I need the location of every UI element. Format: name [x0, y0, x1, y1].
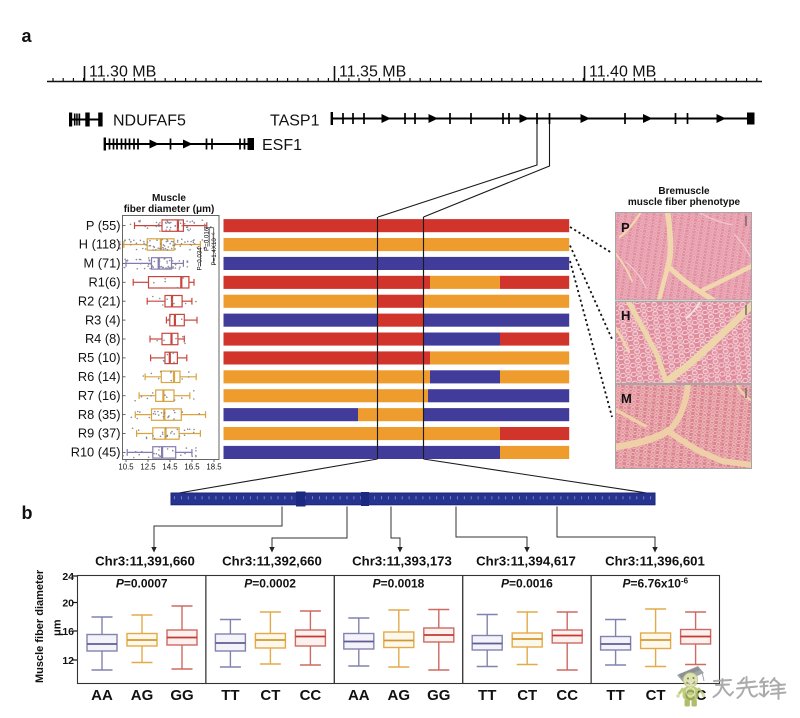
- svg-text:12: 12: [62, 655, 74, 667]
- svg-text:H (118): H (118): [79, 237, 121, 252]
- svg-text:TASP1: TASP1: [270, 113, 320, 130]
- svg-text:R5 (10): R5 (10): [78, 350, 121, 365]
- svg-text:Chr3:11,394,617: Chr3:11,394,617: [476, 554, 576, 569]
- svg-text:R4 (8): R4 (8): [85, 331, 121, 346]
- svg-text:R3 (4): R3 (4): [85, 312, 121, 327]
- svg-text:fiber diameter (μm): fiber diameter (μm): [124, 204, 215, 215]
- svg-text:R6 (14): R6 (14): [78, 369, 121, 384]
- svg-text:P=1.4X10⁻⁶: P=1.4X10⁻⁶: [211, 232, 218, 266]
- svg-text:Muscle fiber diameter: Muscle fiber diameter: [34, 569, 46, 683]
- svg-text:b: b: [22, 503, 33, 523]
- svg-text:GG: GG: [427, 687, 450, 704]
- svg-text:18.5: 18.5: [206, 463, 222, 472]
- svg-text:10.5: 10.5: [118, 463, 134, 472]
- svg-text:CT: CT: [646, 687, 666, 704]
- svg-text:P=6.76x10-6: P=6.76x10-6: [623, 576, 689, 591]
- svg-text:Muscle: Muscle: [152, 193, 186, 204]
- svg-text:R2 (21): R2 (21): [78, 293, 121, 308]
- svg-text:TT: TT: [478, 687, 496, 704]
- svg-text:μm: μm: [52, 619, 64, 636]
- svg-text:R9 (37): R9 (37): [78, 426, 121, 441]
- svg-text:H: H: [621, 308, 630, 323]
- svg-text:11.30 MB: 11.30 MB: [89, 64, 156, 81]
- svg-text:16.5: 16.5: [184, 463, 200, 472]
- svg-text:TT: TT: [221, 687, 239, 704]
- svg-text:P=0.0016: P=0.0016: [501, 577, 553, 591]
- svg-text:11.35 MB: 11.35 MB: [339, 64, 406, 81]
- svg-text:14.5: 14.5: [162, 463, 178, 472]
- svg-text:24: 24: [62, 571, 74, 583]
- svg-text:M (71): M (71): [84, 256, 121, 271]
- svg-text:a: a: [22, 26, 33, 46]
- svg-text:P=0.0007: P=0.0007: [116, 577, 168, 591]
- svg-text:AG: AG: [388, 687, 411, 704]
- svg-text:NDUFAF5: NDUFAF5: [113, 113, 186, 130]
- svg-text:P=0.0002: P=0.0002: [244, 577, 296, 591]
- svg-text:P=0.016: P=0.016: [203, 227, 210, 251]
- svg-text:ESF1: ESF1: [262, 137, 302, 154]
- svg-text:P (55): P (55): [86, 218, 121, 233]
- svg-text:AA: AA: [91, 687, 113, 704]
- svg-text:M: M: [621, 391, 632, 406]
- svg-text:P: P: [621, 220, 630, 235]
- svg-text:20: 20: [62, 598, 74, 610]
- svg-text:Chr3:11,391,660: Chr3:11,391,660: [95, 554, 195, 569]
- svg-text:CT: CT: [517, 687, 537, 704]
- svg-text:R7 (16): R7 (16): [78, 388, 121, 403]
- svg-text:11.40 MB: 11.40 MB: [589, 64, 656, 81]
- svg-text:CT: CT: [260, 687, 280, 704]
- svg-text:Chr3:11,393,173: Chr3:11,393,173: [352, 554, 452, 569]
- svg-text:GG: GG: [170, 687, 193, 704]
- svg-text:AA: AA: [348, 687, 370, 704]
- svg-text:16: 16: [62, 626, 74, 638]
- svg-text:R8 (35): R8 (35): [78, 407, 121, 422]
- svg-text:Chr3:11,392,660: Chr3:11,392,660: [222, 554, 322, 569]
- svg-text:12.5: 12.5: [140, 463, 156, 472]
- svg-text:TT: TT: [606, 687, 624, 704]
- svg-text:R10 (45): R10 (45): [71, 445, 121, 460]
- svg-text:P=0.034: P=0.034: [197, 247, 204, 271]
- svg-text:P=0.0018: P=0.0018: [373, 577, 425, 591]
- svg-text:Bremuscle: Bremuscle: [658, 186, 710, 197]
- svg-text:CC: CC: [300, 687, 322, 704]
- svg-text:R1(6): R1(6): [89, 275, 121, 290]
- svg-text:AG: AG: [131, 687, 154, 704]
- svg-text:Chr3:11,396,601: Chr3:11,396,601: [605, 554, 705, 569]
- svg-text:CC: CC: [556, 687, 578, 704]
- svg-text:muscle fiber phenotype: muscle fiber phenotype: [628, 197, 741, 208]
